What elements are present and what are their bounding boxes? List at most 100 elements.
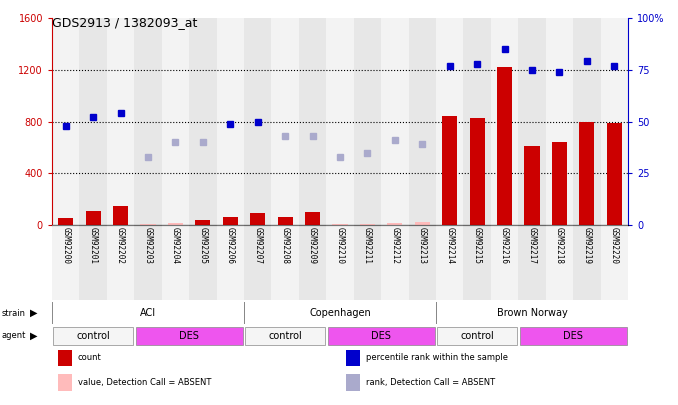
Text: Brown Norway: Brown Norway	[496, 308, 567, 318]
Bar	[52, 225, 79, 300]
Bar	[360, 224, 375, 225]
Text: GSM92214: GSM92214	[445, 227, 454, 264]
Text: GSM92201: GSM92201	[89, 227, 98, 264]
Bar	[518, 18, 546, 225]
Text: ACI: ACI	[140, 308, 156, 318]
Bar	[470, 117, 485, 225]
Bar	[52, 18, 79, 225]
Text: GSM92203: GSM92203	[144, 227, 153, 264]
Text: agent: agent	[2, 332, 26, 341]
Bar	[85, 211, 101, 225]
Bar	[409, 225, 436, 300]
Text: DES: DES	[563, 331, 583, 341]
Bar	[546, 18, 573, 225]
Bar	[216, 18, 244, 225]
Bar	[168, 224, 183, 225]
Bar	[573, 18, 601, 225]
Bar	[107, 18, 134, 225]
Bar	[54, 327, 133, 345]
Bar	[58, 375, 72, 391]
Bar	[250, 213, 265, 225]
Text: DES: DES	[179, 331, 199, 341]
Bar	[277, 217, 293, 225]
Bar	[245, 327, 325, 345]
Text: DES: DES	[372, 331, 391, 341]
Bar	[436, 225, 464, 300]
Bar	[107, 225, 134, 300]
Bar	[464, 18, 491, 225]
Bar	[552, 142, 567, 225]
Bar	[79, 18, 107, 225]
Text: GSM92206: GSM92206	[226, 227, 235, 264]
Text: Copenhagen: Copenhagen	[309, 308, 371, 318]
Bar	[579, 122, 595, 225]
Bar	[381, 225, 409, 300]
Bar	[518, 225, 546, 300]
Bar	[326, 18, 354, 225]
Bar	[546, 225, 573, 300]
Bar	[381, 18, 409, 225]
Text: rank, Detection Call = ABSENT: rank, Detection Call = ABSENT	[366, 378, 495, 387]
Bar	[387, 223, 403, 225]
Bar	[244, 225, 271, 300]
Text: GSM92217: GSM92217	[527, 227, 536, 264]
Bar	[305, 212, 320, 225]
Text: GSM92211: GSM92211	[363, 227, 372, 264]
Bar	[601, 18, 628, 225]
Bar	[162, 225, 189, 300]
Text: ▶: ▶	[30, 331, 37, 341]
Bar	[271, 18, 299, 225]
Bar	[195, 220, 210, 225]
Text: GSM92212: GSM92212	[391, 227, 399, 264]
Bar	[326, 225, 354, 300]
Bar	[436, 18, 464, 225]
Bar	[327, 327, 435, 345]
Text: control: control	[76, 331, 110, 341]
Text: GDS2913 / 1382093_at: GDS2913 / 1382093_at	[52, 16, 197, 29]
Bar	[223, 217, 238, 225]
Bar	[58, 218, 73, 225]
Text: GSM92213: GSM92213	[418, 227, 426, 264]
Text: control: control	[460, 331, 494, 341]
Bar	[140, 224, 155, 225]
Text: GSM92205: GSM92205	[199, 227, 207, 264]
Bar	[409, 18, 436, 225]
Text: GSM92218: GSM92218	[555, 227, 564, 264]
Bar	[497, 67, 512, 225]
Text: GSM92216: GSM92216	[500, 227, 509, 264]
Bar	[136, 327, 243, 345]
Bar	[437, 327, 517, 345]
Text: percentile rank within the sample: percentile rank within the sample	[366, 353, 508, 362]
Text: ▶: ▶	[30, 308, 37, 318]
Bar	[299, 18, 326, 225]
Bar	[113, 206, 128, 225]
Text: GSM92207: GSM92207	[253, 227, 262, 264]
Bar	[519, 327, 626, 345]
Text: GSM92200: GSM92200	[61, 227, 71, 264]
Bar	[442, 116, 457, 225]
Bar	[464, 225, 491, 300]
Bar	[601, 225, 628, 300]
Text: GSM92210: GSM92210	[336, 227, 344, 264]
Bar	[354, 18, 381, 225]
Bar	[346, 350, 360, 366]
Bar	[332, 224, 348, 225]
Text: GSM92209: GSM92209	[308, 227, 317, 264]
Text: value, Detection Call = ABSENT: value, Detection Call = ABSENT	[78, 378, 212, 387]
Text: GSM92202: GSM92202	[116, 227, 125, 264]
Bar	[299, 225, 326, 300]
Bar	[346, 375, 360, 391]
Text: strain: strain	[2, 309, 26, 318]
Bar	[354, 225, 381, 300]
Bar	[134, 225, 162, 300]
Text: GSM92204: GSM92204	[171, 227, 180, 264]
Bar	[607, 123, 622, 225]
Text: GSM92215: GSM92215	[473, 227, 481, 264]
Text: count: count	[78, 353, 102, 362]
Text: GSM92208: GSM92208	[281, 227, 290, 264]
Bar	[134, 18, 162, 225]
Text: control: control	[268, 331, 302, 341]
Bar	[162, 18, 189, 225]
Bar	[189, 225, 216, 300]
Bar	[271, 225, 299, 300]
